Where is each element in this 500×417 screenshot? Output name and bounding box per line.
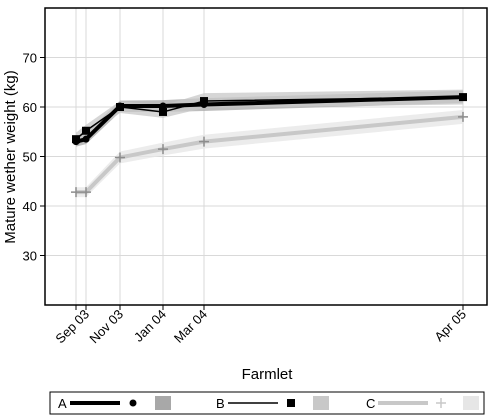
x-tick-label: Mar 04	[171, 307, 210, 346]
legend-b-marker	[287, 399, 295, 407]
legend-b-band-swatch	[313, 396, 329, 410]
series-c-point	[71, 187, 81, 198]
series-b-point	[116, 103, 124, 111]
x-tick-label: Nov 03	[86, 307, 126, 347]
legend-c-label: C	[366, 396, 375, 411]
legend: A B C	[49, 391, 485, 415]
series-c-band	[76, 109, 463, 198]
legend-a-marker	[129, 399, 137, 407]
legend-c-marker	[436, 398, 446, 408]
series-b-point	[82, 126, 90, 135]
series-b-point	[459, 93, 467, 102]
series-c-point	[81, 187, 91, 198]
series-b-band	[76, 89, 463, 146]
series-b-point	[200, 97, 208, 106]
y-tick-label: 70	[23, 51, 37, 66]
legend-a-band-swatch	[155, 396, 171, 410]
x-tick-label: Apr 05	[431, 307, 469, 345]
series-b-point	[159, 107, 167, 116]
series-c-point	[115, 152, 125, 163]
legend-a-label: A	[58, 396, 67, 411]
legend-c-band-swatch	[463, 396, 479, 410]
y-tick-label: 40	[23, 199, 37, 214]
x-tick-label: Sep 03	[52, 307, 92, 347]
grid	[45, 8, 487, 305]
y-axis-label: Mature wether weight (kg)	[2, 70, 19, 243]
series-b-point	[72, 135, 80, 144]
series-c-point	[199, 136, 209, 147]
series-c-point	[458, 111, 468, 122]
y-tick-label: 50	[23, 150, 37, 165]
x-tick-label: Jan 04	[131, 307, 169, 345]
y-axis-ticks: 30 40 50 60 70	[23, 51, 45, 264]
y-tick-label: 60	[23, 100, 37, 115]
series-a-point	[82, 135, 90, 143]
series-markers	[71, 93, 468, 198]
x-axis-label: Farmlet	[242, 366, 294, 383]
y-tick-label: 30	[23, 249, 37, 264]
series-a-point	[159, 102, 167, 110]
legend-b-label: B	[216, 396, 225, 411]
series-c-point	[158, 144, 168, 155]
